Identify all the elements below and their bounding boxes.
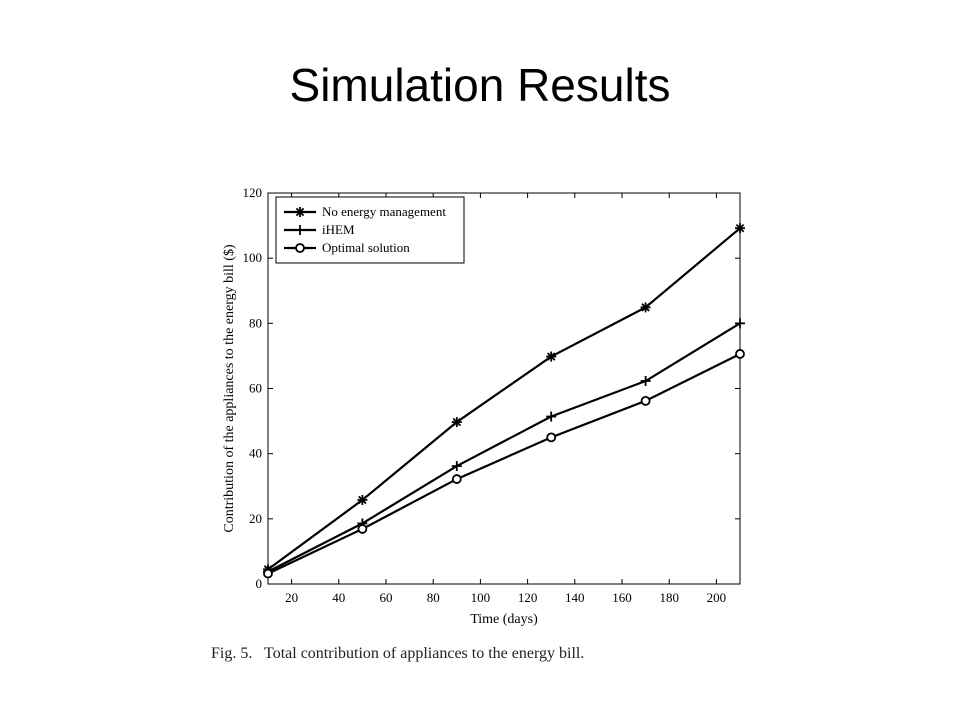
legend-marker-0: [295, 207, 305, 217]
legend-marker-1: [295, 225, 305, 235]
x-tick-label: 160: [612, 590, 632, 605]
data-point-0-5: [735, 223, 745, 234]
y-tick-label: 0: [256, 576, 263, 591]
data-point-2-2: [451, 474, 462, 484]
legend-label-0: No energy management: [322, 204, 446, 219]
x-tick-label: 140: [565, 590, 585, 605]
y-tick-label: 100: [243, 250, 263, 265]
y-tick-label: 80: [249, 315, 262, 330]
x-tick-label: 180: [659, 590, 679, 605]
data-point-1-3: [546, 411, 557, 422]
slide-title: Simulation Results: [289, 59, 671, 111]
data-point-1-5: [735, 318, 745, 329]
data-point-2-3: [546, 432, 557, 443]
figure-caption: Fig. 5. Total contribution of appliances…: [211, 645, 585, 662]
x-tick-label: 40: [332, 590, 345, 605]
data-point-0-3: [546, 351, 557, 362]
data-point-2-5: [735, 349, 745, 359]
y-tick-label: 60: [249, 381, 262, 396]
x-tick-label: 80: [427, 590, 440, 605]
data-point-2-1: [357, 524, 368, 534]
legend-label-2: Optimal solution: [322, 240, 410, 255]
data-point-2-4: [640, 395, 651, 406]
y-axis-label: Contribution of the appliances to the en…: [222, 244, 237, 533]
data-point-2-0: [263, 568, 273, 579]
series-line-2: [267, 352, 741, 575]
data-point-0-1: [357, 494, 368, 505]
series-line-1: [267, 322, 741, 573]
y-tick-label: 40: [249, 446, 262, 461]
x-tick-label: 200: [707, 590, 727, 605]
x-tick-label: 120: [518, 590, 538, 605]
y-tick-label: 120: [243, 185, 263, 200]
x-tick-label: 60: [380, 590, 393, 605]
x-axis-label: Time (days): [470, 612, 538, 627]
x-tick-label: 100: [471, 590, 491, 605]
legend-marker-2: [295, 243, 305, 253]
series-line-0: [267, 227, 741, 571]
data-point-0-4: [640, 302, 651, 313]
x-tick-label: 20: [285, 590, 298, 605]
legend-label-1: iHEM: [322, 222, 355, 237]
data-point-1-4: [640, 376, 651, 387]
data-point-1-2: [451, 461, 462, 472]
y-tick-label: 20: [249, 511, 262, 526]
data-point-0-2: [451, 417, 462, 428]
